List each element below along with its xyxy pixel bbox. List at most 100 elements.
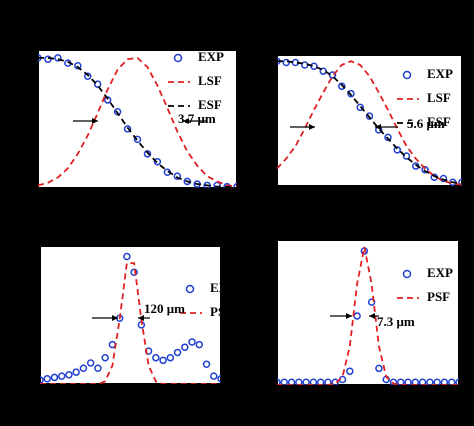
data-point (367, 298, 376, 306)
data-point (331, 378, 339, 385)
curve (38, 56, 237, 188)
data-point (324, 378, 332, 385)
legend-symbol (402, 269, 412, 279)
data-point (302, 378, 310, 385)
data-point (113, 108, 122, 116)
data-point (173, 172, 182, 180)
legend-label: EXP (210, 280, 236, 295)
legend-symbol (402, 70, 412, 80)
data-point (133, 135, 142, 144)
data-point (50, 373, 59, 382)
data-point (43, 374, 51, 383)
data-point (103, 96, 112, 104)
data-point (79, 364, 88, 372)
legend-label: PSF (427, 289, 450, 304)
data-point (65, 371, 73, 379)
data-point (295, 378, 303, 385)
data-point (72, 368, 80, 376)
arrow-head (112, 315, 118, 321)
legend-label: LSF (198, 73, 222, 88)
legend-symbol (185, 284, 195, 294)
data-point (188, 338, 196, 346)
data-point (389, 378, 398, 385)
data-point (418, 378, 427, 385)
data-point (280, 378, 289, 385)
legend-label: EXP (427, 66, 453, 81)
data-point (426, 378, 434, 385)
arrow-head (346, 313, 352, 319)
legend-label: EXP (198, 49, 224, 64)
data-point (202, 360, 211, 369)
data-point (338, 82, 346, 90)
data-point (86, 359, 95, 367)
data-point (195, 340, 204, 349)
plot-area (40, 246, 221, 384)
curve (40, 262, 221, 384)
data-point (433, 378, 441, 385)
annotation: 3.7 μm (178, 111, 216, 126)
data-point (346, 367, 354, 375)
arrow-head (92, 118, 98, 124)
data-point (421, 166, 429, 174)
annotation: 5.6 μm (407, 116, 445, 131)
annotation: 120 μm (144, 301, 185, 316)
data-point (44, 55, 52, 63)
legend-label: EXP (427, 265, 453, 280)
data-point (455, 378, 459, 385)
arrow-head (375, 124, 381, 130)
data-point (74, 62, 82, 70)
data-point (94, 364, 102, 372)
data-point (277, 378, 281, 385)
data-point (217, 374, 221, 383)
legend-label: ESF (427, 114, 451, 129)
data-point (84, 72, 92, 81)
arrow-head (309, 124, 315, 130)
data-point (123, 252, 131, 261)
arrow-head (183, 118, 189, 124)
data-point (384, 133, 392, 142)
data-point (356, 103, 364, 112)
data-point (153, 157, 162, 166)
curve (277, 60, 462, 185)
data-point (123, 125, 132, 133)
data-point (458, 178, 462, 186)
data-point (181, 343, 189, 351)
data-point (347, 89, 355, 98)
data-point (411, 378, 420, 385)
data-point (210, 372, 218, 380)
data-point (365, 112, 374, 120)
data-point (404, 378, 412, 385)
data-point (143, 150, 152, 158)
data-point (393, 146, 401, 154)
data-point (287, 378, 296, 385)
data-point (166, 353, 175, 362)
legend-label: PSF (210, 304, 233, 319)
arrow-head (138, 315, 144, 321)
data-point (93, 80, 102, 88)
legend-label: LSF (427, 90, 451, 105)
plot-area (277, 55, 462, 186)
curve (38, 56, 237, 188)
legend-label: ESF (198, 97, 222, 112)
data-point (397, 378, 405, 385)
plot-area (38, 50, 237, 188)
data-point (316, 378, 325, 385)
curve (277, 60, 462, 186)
data-point (40, 376, 44, 384)
panel: EXP PSF 7.3 μm (277, 240, 459, 385)
arrow-head (369, 313, 375, 319)
data-point (152, 353, 160, 362)
data-point (375, 364, 383, 373)
data-point (54, 54, 62, 62)
annotation: 7.3 μm (377, 314, 415, 329)
plot-area (277, 240, 459, 385)
data-point (402, 152, 411, 160)
data-point (173, 348, 182, 357)
legend-symbol (173, 53, 183, 63)
data-point (101, 353, 109, 362)
data-point (159, 356, 167, 365)
